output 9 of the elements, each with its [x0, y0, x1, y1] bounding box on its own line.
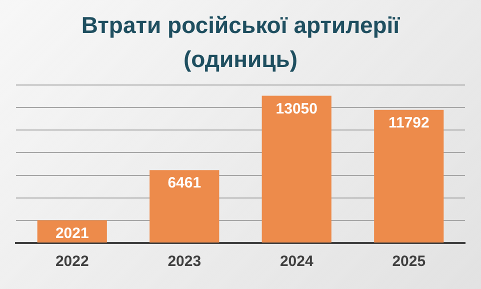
x-tick-label: 2023: [168, 253, 202, 270]
data-label: 2021: [55, 224, 89, 242]
data-label: 6461: [168, 174, 202, 192]
data-label: 13050: [276, 100, 318, 118]
chart-title: Втрати російської артилерії (одиниць): [80, 11, 401, 74]
data-label: 11792: [388, 114, 430, 132]
x-tick-label: 2024: [280, 253, 314, 270]
x-tick-label: 2022: [55, 253, 89, 270]
x-tick-label: 2025: [392, 253, 426, 270]
